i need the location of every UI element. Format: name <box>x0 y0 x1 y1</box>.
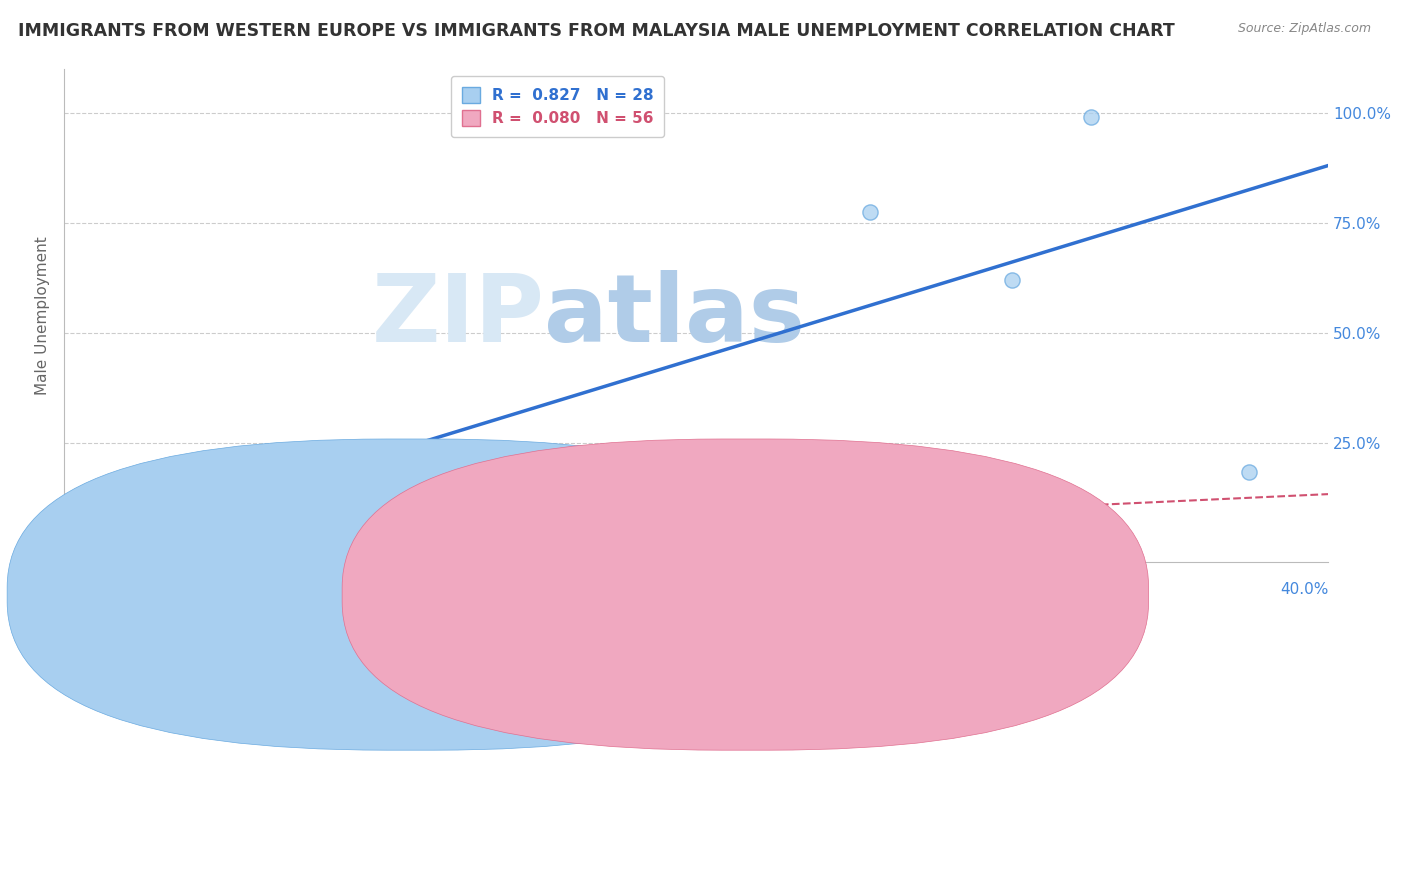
Point <box>1001 478 1024 492</box>
Point <box>274 542 297 557</box>
Point <box>56 544 79 558</box>
Point <box>179 542 201 557</box>
Point <box>59 540 82 554</box>
Point <box>75 544 97 558</box>
Point <box>173 505 195 519</box>
Point <box>82 544 104 558</box>
Point <box>62 542 84 557</box>
Point <box>72 542 94 557</box>
Text: Immigrants from Malaysia: Immigrants from Malaysia <box>782 588 963 601</box>
Point <box>91 544 114 558</box>
Point <box>337 542 360 557</box>
Point <box>259 544 281 558</box>
Point <box>62 538 84 552</box>
Point <box>82 542 104 557</box>
Point <box>591 460 613 475</box>
Point <box>1001 273 1024 287</box>
Point <box>148 542 170 557</box>
Point <box>211 542 233 557</box>
Point <box>368 467 391 482</box>
Point <box>527 542 550 557</box>
Point <box>84 542 107 557</box>
Point <box>368 544 391 558</box>
Point <box>56 538 79 552</box>
Point <box>115 489 138 503</box>
Point <box>79 544 101 558</box>
Point <box>733 441 755 455</box>
FancyBboxPatch shape <box>342 439 1149 750</box>
Point <box>97 542 120 557</box>
Point <box>115 544 138 558</box>
Point <box>69 542 91 557</box>
Point <box>211 469 233 483</box>
Point <box>153 467 176 482</box>
Text: Source: ZipAtlas.com: Source: ZipAtlas.com <box>1237 22 1371 36</box>
Point <box>274 502 297 516</box>
Point <box>75 542 97 557</box>
Text: Immigrants from Western Europe: Immigrants from Western Europe <box>447 588 678 601</box>
Legend: R =  0.827   N = 28, R =  0.080   N = 56: R = 0.827 N = 28, R = 0.080 N = 56 <box>451 76 665 137</box>
Point <box>259 498 281 512</box>
Point <box>290 507 312 521</box>
Point <box>353 454 375 468</box>
Point <box>104 544 127 558</box>
Point <box>186 481 208 495</box>
Point <box>84 544 107 558</box>
Point <box>226 544 249 558</box>
Point <box>91 542 114 557</box>
Point <box>432 460 454 475</box>
Point <box>69 544 91 558</box>
Point <box>59 544 82 558</box>
Text: 0.0%: 0.0% <box>65 582 103 598</box>
Point <box>66 540 89 554</box>
FancyBboxPatch shape <box>7 439 814 750</box>
Point <box>56 544 79 558</box>
Point <box>66 542 89 557</box>
Point <box>1237 465 1260 479</box>
Point <box>91 524 114 539</box>
Point <box>141 544 163 558</box>
Point <box>66 544 89 558</box>
Point <box>62 544 84 558</box>
Point <box>132 478 155 492</box>
Point <box>685 544 707 558</box>
Point <box>110 544 132 558</box>
Text: atlas: atlas <box>544 269 806 361</box>
Point <box>242 496 264 510</box>
Point <box>69 544 91 558</box>
Point <box>141 474 163 488</box>
Point <box>132 544 155 558</box>
Point <box>59 542 82 557</box>
Point <box>859 205 882 219</box>
Y-axis label: Male Unemployment: Male Unemployment <box>35 236 51 395</box>
Point <box>72 544 94 558</box>
Point <box>100 502 122 516</box>
Point <box>1080 110 1102 124</box>
Point <box>79 542 101 557</box>
Text: ZIP: ZIP <box>371 269 544 361</box>
Point <box>543 450 565 464</box>
Point <box>179 496 201 510</box>
Point <box>62 540 84 554</box>
Text: 40.0%: 40.0% <box>1279 582 1329 598</box>
Text: IMMIGRANTS FROM WESTERN EUROPE VS IMMIGRANTS FROM MALAYSIA MALE UNEMPLOYMENT COR: IMMIGRANTS FROM WESTERN EUROPE VS IMMIGR… <box>18 22 1175 40</box>
Point <box>226 505 249 519</box>
Point <box>305 544 328 558</box>
Point <box>173 505 195 519</box>
Point <box>290 544 312 558</box>
Point <box>72 540 94 554</box>
Point <box>56 542 79 557</box>
Point <box>195 544 218 558</box>
Point <box>84 542 107 557</box>
Point <box>79 540 101 554</box>
Point <box>122 544 145 558</box>
Point <box>59 538 82 552</box>
Point <box>97 544 120 558</box>
Point <box>163 544 186 558</box>
Point <box>56 540 79 554</box>
Point <box>242 542 264 557</box>
